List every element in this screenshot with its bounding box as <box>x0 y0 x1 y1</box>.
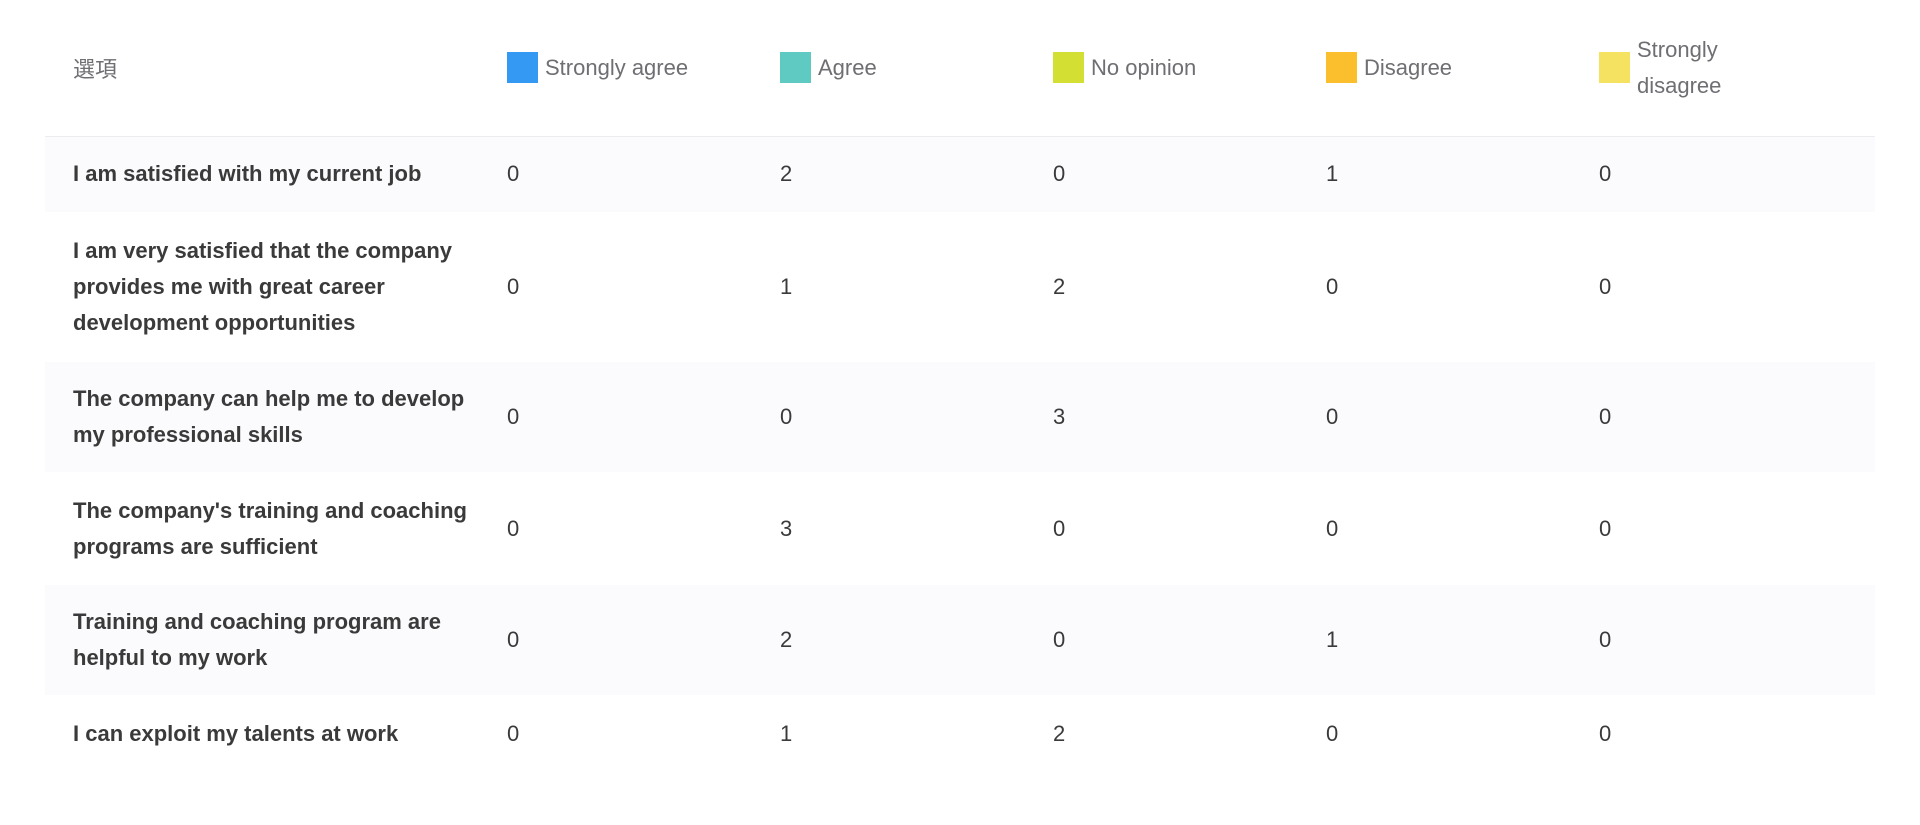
cell-no-opinion: 2 <box>1053 721 1066 746</box>
row-label: I am satisfied with my current job <box>73 161 422 187</box>
survey-results-table: 選項 Strongly agree Agree N <box>45 0 1875 773</box>
row-label: I am very satisfied that the company pro… <box>73 238 453 335</box>
cell-strongly-disagree: 0 <box>1599 721 1612 746</box>
cell-strongly-disagree: 0 <box>1599 404 1612 429</box>
cell-agree: 1 <box>780 274 793 299</box>
row-label: Training and coaching program are helpfu… <box>73 609 441 670</box>
table-row: I am satisfied with my current job 0 2 0… <box>45 136 1875 212</box>
row-label: I can exploit my talents at work <box>73 721 399 746</box>
legend-swatch-strongly-disagree <box>1599 52 1630 84</box>
cell-agree: 2 <box>780 161 793 187</box>
legend-swatch-strongly-agree <box>507 52 538 84</box>
cell-disagree: 0 <box>1326 721 1339 746</box>
table-row: Training and coaching program are helpfu… <box>45 585 1875 695</box>
cell-disagree: 0 <box>1326 274 1339 299</box>
cell-no-opinion: 0 <box>1053 627 1066 652</box>
option-column-header: 選項 <box>73 56 118 82</box>
cell-agree: 2 <box>780 627 793 652</box>
cell-no-opinion: 0 <box>1053 515 1066 541</box>
cell-strongly-disagree: 0 <box>1599 274 1612 299</box>
cell-disagree: 1 <box>1326 161 1339 187</box>
column-header-disagree: Disagree <box>1326 0 1599 136</box>
cell-strongly-agree: 0 <box>507 627 520 652</box>
row-label: The company's training and coaching prog… <box>73 497 467 559</box>
legend-swatch-disagree <box>1326 52 1357 84</box>
cell-strongly-agree: 0 <box>507 274 520 299</box>
row-label: The company can help me to develop my pr… <box>73 386 465 447</box>
cell-strongly-agree: 0 <box>507 515 520 541</box>
legend-swatch-no-opinion <box>1053 52 1084 84</box>
table-row: I can exploit my talents at work 0 1 2 0… <box>45 695 1875 773</box>
cell-agree: 3 <box>780 515 793 541</box>
cell-strongly-agree: 0 <box>507 721 520 746</box>
cell-agree: 0 <box>780 404 793 429</box>
cell-agree: 1 <box>780 721 793 746</box>
column-label-agree: Agree <box>818 54 877 80</box>
table-header: 選項 Strongly agree Agree N <box>45 0 1875 136</box>
cell-disagree: 1 <box>1326 627 1339 652</box>
cell-strongly-agree: 0 <box>507 161 520 187</box>
cell-disagree: 0 <box>1326 404 1339 429</box>
survey-results-table-container: 選項 Strongly agree Agree N <box>45 0 1875 773</box>
column-label-disagree: Disagree <box>1364 54 1453 80</box>
column-label-strongly-disagree: Strongly disagree <box>1637 36 1722 98</box>
cell-strongly-agree: 0 <box>507 404 520 429</box>
column-header-strongly-disagree: Strongly disagree <box>1599 0 1875 136</box>
cell-strongly-disagree: 0 <box>1599 627 1612 652</box>
cell-no-opinion: 3 <box>1053 404 1066 429</box>
header-row: 選項 Strongly agree Agree N <box>45 0 1875 136</box>
cell-strongly-disagree: 0 <box>1599 515 1612 541</box>
table-body: I am satisfied with my current job 0 2 0… <box>45 136 1875 773</box>
column-header-no-opinion: No opinion <box>1053 0 1326 136</box>
column-label-strongly-agree: Strongly agree <box>545 54 689 80</box>
legend-swatch-agree <box>780 52 811 84</box>
cell-no-opinion: 0 <box>1053 161 1066 187</box>
table-row: I am very satisfied that the company pro… <box>45 212 1875 362</box>
column-header-strongly-agree: Strongly agree <box>507 0 780 136</box>
table-row: The company's training and coaching prog… <box>45 472 1875 585</box>
cell-strongly-disagree: 0 <box>1599 161 1612 187</box>
cell-no-opinion: 2 <box>1053 274 1066 299</box>
cell-disagree: 0 <box>1326 515 1339 541</box>
table-row: The company can help me to develop my pr… <box>45 362 1875 472</box>
column-header-agree: Agree <box>780 0 1053 136</box>
column-label-no-opinion: No opinion <box>1091 54 1197 80</box>
